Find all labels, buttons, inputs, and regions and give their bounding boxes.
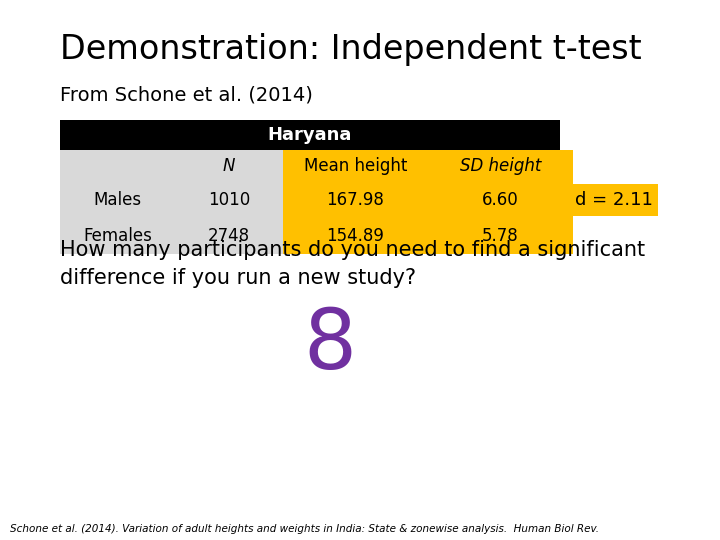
Bar [60, 120, 560, 150]
Text: 2748: 2748 [208, 227, 250, 245]
Bar [60, 182, 283, 218]
Bar [283, 218, 573, 254]
Text: Males: Males [94, 191, 142, 209]
Text: difference if you run a new study?: difference if you run a new study? [60, 268, 416, 288]
Bar [60, 218, 283, 254]
Text: 6.60: 6.60 [482, 191, 519, 209]
Text: 167.98: 167.98 [327, 191, 384, 209]
Text: SD height: SD height [460, 157, 541, 175]
Bar [283, 150, 573, 182]
Text: Schone et al. (2014). Variation of adult heights and weights in India: State & z: Schone et al. (2014). Variation of adult… [10, 524, 599, 534]
Text: 154.89: 154.89 [327, 227, 384, 245]
Text: 8: 8 [303, 305, 356, 386]
Bar [60, 150, 283, 182]
Text: d = 2.11: d = 2.11 [575, 191, 653, 209]
Text: Haryana: Haryana [268, 126, 352, 144]
Text: From Schone et al. (2014): From Schone et al. (2014) [60, 85, 313, 105]
Text: Demonstration: Independent t-test: Demonstration: Independent t-test [60, 33, 642, 66]
Text: 5.78: 5.78 [482, 227, 519, 245]
Bar [283, 182, 573, 218]
Bar [570, 184, 658, 216]
Text: Females: Females [83, 227, 152, 245]
Text: N: N [222, 157, 235, 175]
Text: 1010: 1010 [208, 191, 250, 209]
Text: Mean height: Mean height [304, 157, 408, 175]
Text: How many participants do you need to find a significant: How many participants do you need to fin… [60, 240, 645, 260]
